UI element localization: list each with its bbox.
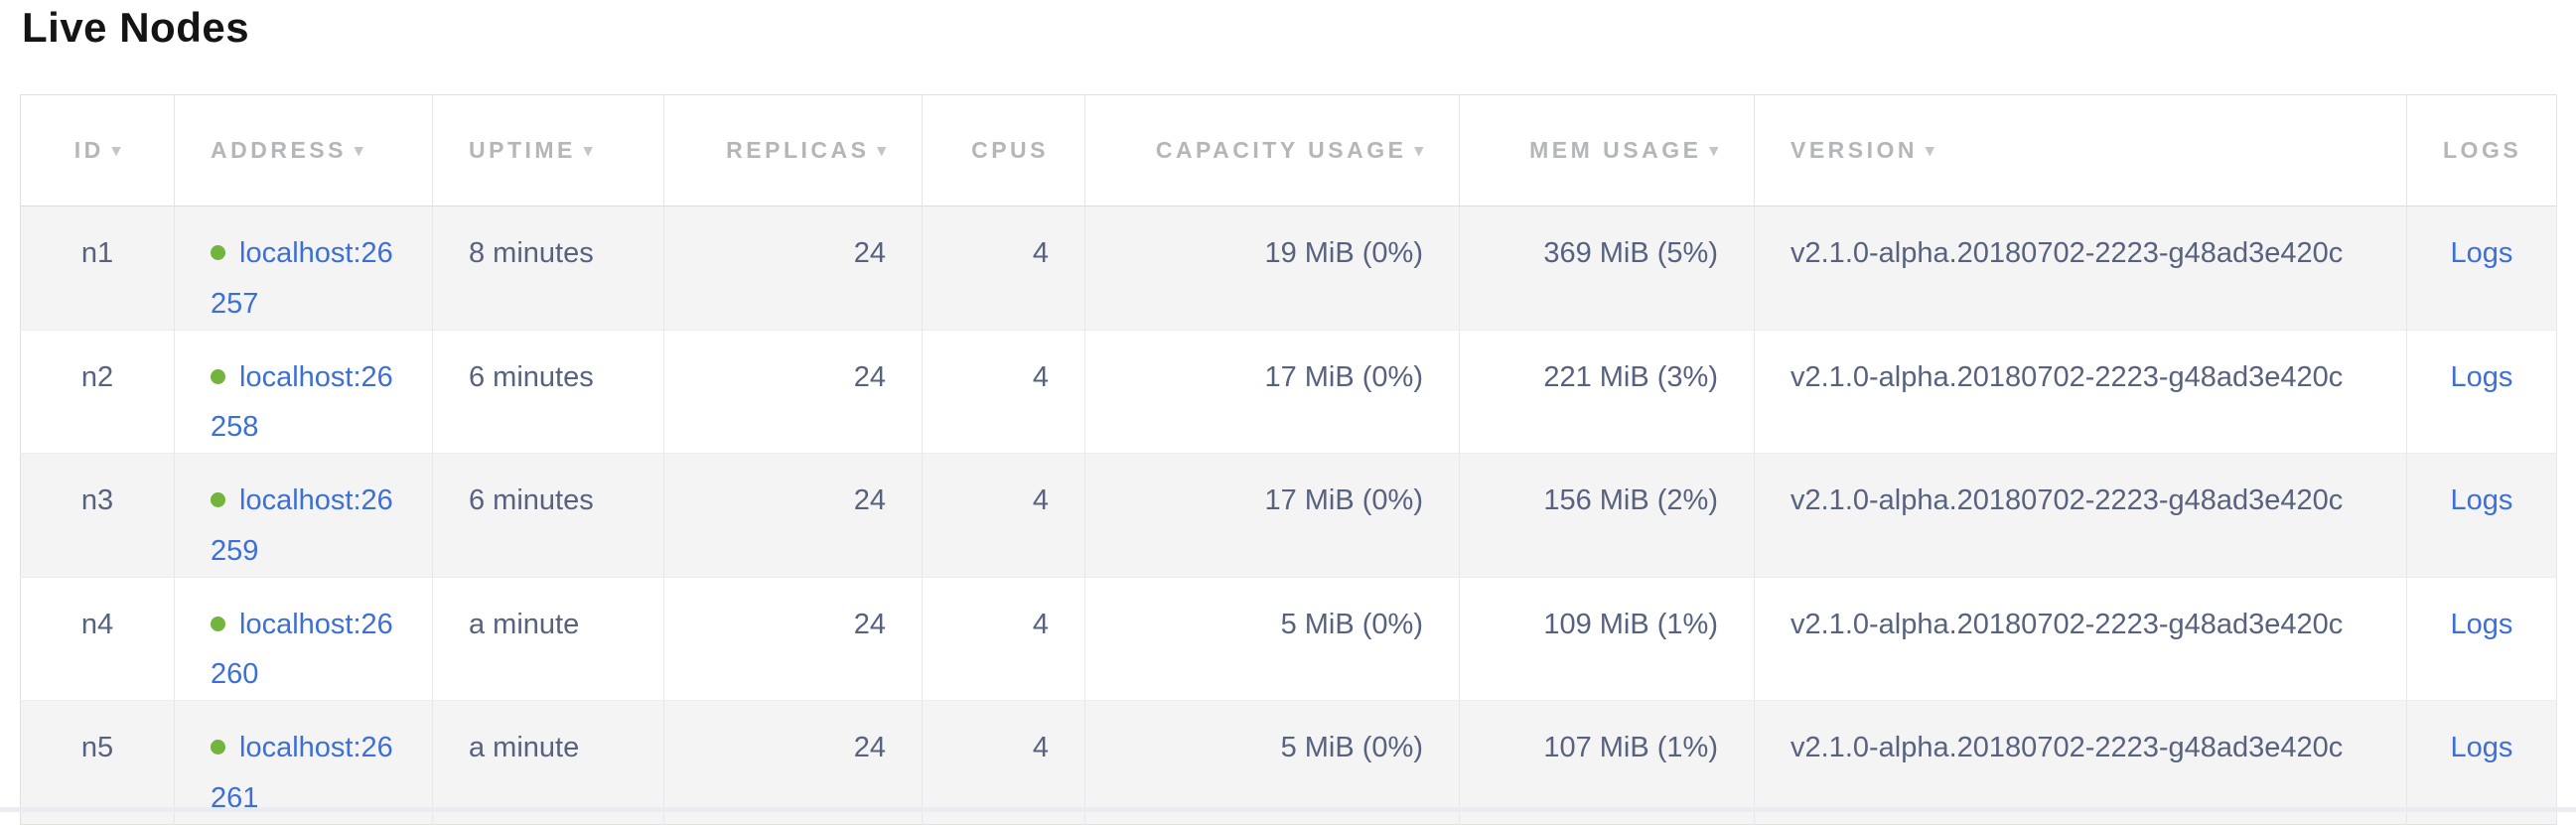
node-version-cell: v2.1.0-alpha.20180702-2223-g48ad3e420c — [1754, 576, 2407, 701]
node-address-link[interactable]: localhost:26258 — [211, 360, 393, 444]
node-capacity-usage-cell: 17 MiB (0%) — [1084, 329, 1460, 454]
sort-arrow-icon: ▾ — [111, 141, 121, 160]
node-uptime-cell: a minute — [432, 700, 664, 824]
healthy-status-icon — [211, 740, 225, 755]
node-replicas-cell: 24 — [663, 576, 923, 701]
node-logs-cell: Logs — [2406, 576, 2557, 701]
table-row-n5: n5 localhost:26261 a minute 24 4 5 MiB (… — [20, 700, 2557, 824]
healthy-status-icon — [211, 616, 225, 631]
healthy-status-icon — [211, 492, 225, 507]
node-logs-cell: Logs — [2406, 206, 2557, 330]
table-header-row: ID ▾ ADDRESS ▾ UPTIME ▾ REPLICAS ▾ CPUS CAPA… — [20, 94, 2557, 206]
node-uptime-cell: 6 minutes — [432, 329, 664, 454]
node-logs-link[interactable]: Logs — [2450, 484, 2513, 516]
sort-arrow-icon: ▾ — [1709, 141, 1718, 160]
node-replicas-cell: 24 — [663, 453, 923, 577]
node-logs-link[interactable]: Logs — [2450, 360, 2513, 393]
node-mem-usage-cell: 369 MiB (5%) — [1459, 206, 1755, 330]
node-capacity-usage-cell: 5 MiB (0%) — [1084, 700, 1460, 824]
table-row-n3: n3 localhost:26259 6 minutes 24 4 17 MiB… — [20, 453, 2557, 577]
live-nodes-table: ID ▾ ADDRESS ▾ UPTIME ▾ REPLICAS ▾ CPUS CAPA… — [20, 94, 2557, 825]
node-mem-usage-cell: 221 MiB (3%) — [1459, 329, 1755, 454]
sort-arrow-icon: ▾ — [1926, 141, 1934, 160]
column-header-version[interactable]: VERSION ▾ — [1754, 94, 2407, 206]
column-header-logs: LOGS — [2406, 94, 2557, 206]
table-row-n2: n2 localhost:26258 6 minutes 24 4 17 MiB… — [20, 329, 2557, 454]
node-capacity-usage-cell: 17 MiB (0%) — [1084, 453, 1460, 577]
node-id-cell: n4 — [20, 576, 175, 701]
node-version-cell: v2.1.0-alpha.20180702-2223-g48ad3e420c — [1754, 453, 2407, 577]
node-address-link[interactable]: localhost:26257 — [211, 237, 393, 320]
node-address-cell: localhost:26259 — [174, 453, 433, 577]
node-id-cell: n1 — [20, 206, 175, 330]
table-row-n1: n1 localhost:26257 8 minutes 24 4 19 MiB… — [20, 206, 2557, 330]
node-cpus-cell: 4 — [922, 329, 1085, 454]
node-address-cell: localhost:26261 — [174, 700, 433, 824]
sort-arrow-icon: ▾ — [583, 141, 593, 160]
node-cpus-cell: 4 — [922, 453, 1085, 577]
node-logs-link[interactable]: Logs — [2450, 237, 2513, 269]
next-section-top-strip — [0, 807, 2576, 812]
node-uptime-cell: a minute — [432, 576, 664, 701]
column-header-mem-usage[interactable]: MEM USAGE ▾ — [1459, 94, 1755, 206]
healthy-status-icon — [211, 245, 225, 260]
node-address-link[interactable]: localhost:26259 — [211, 484, 393, 567]
node-replicas-cell: 24 — [663, 700, 923, 824]
column-header-capacity-usage[interactable]: CAPACITY USAGE ▾ — [1084, 94, 1460, 206]
node-replicas-cell: 24 — [663, 329, 923, 454]
node-id-cell: n5 — [20, 700, 175, 824]
sort-arrow-icon: ▾ — [354, 141, 363, 160]
healthy-status-icon — [211, 368, 225, 384]
node-version-cell: v2.1.0-alpha.20180702-2223-g48ad3e420c — [1754, 700, 2407, 824]
column-header-address[interactable]: ADDRESS ▾ — [174, 94, 433, 206]
node-logs-cell: Logs — [2406, 700, 2557, 824]
node-mem-usage-cell: 156 MiB (2%) — [1459, 453, 1755, 577]
node-logs-link[interactable]: Logs — [2450, 732, 2513, 763]
node-uptime-cell: 6 minutes — [432, 453, 664, 577]
column-header-uptime[interactable]: UPTIME ▾ — [432, 94, 664, 206]
node-address-cell: localhost:26260 — [174, 576, 433, 701]
column-header-replicas[interactable]: REPLICAS ▾ — [663, 94, 923, 206]
node-replicas-cell: 24 — [663, 206, 923, 330]
column-header-id[interactable]: ID ▾ — [20, 94, 175, 206]
node-address-link[interactable]: localhost:26261 — [211, 732, 393, 814]
column-header-cpus: CPUS — [922, 94, 1085, 206]
node-uptime-cell: 8 minutes — [432, 206, 664, 330]
node-id-cell: n2 — [20, 329, 175, 454]
node-address-cell: localhost:26258 — [174, 329, 433, 454]
table-header: ID ▾ ADDRESS ▾ UPTIME ▾ REPLICAS ▾ CPUS CAPA… — [20, 94, 2557, 206]
node-capacity-usage-cell: 5 MiB (0%) — [1084, 576, 1460, 701]
table-row-n4: n4 localhost:26260 a minute 24 4 5 MiB (… — [20, 576, 2557, 701]
node-version-cell: v2.1.0-alpha.20180702-2223-g48ad3e420c — [1754, 206, 2407, 330]
sort-arrow-icon: ▾ — [877, 141, 886, 160]
node-capacity-usage-cell: 19 MiB (0%) — [1084, 206, 1460, 330]
node-address-cell: localhost:26257 — [174, 206, 433, 330]
page-title: Live Nodes — [22, 4, 250, 51]
sort-arrow-icon: ▾ — [1414, 141, 1423, 160]
node-logs-cell: Logs — [2406, 453, 2557, 577]
node-id-cell: n3 — [20, 453, 175, 577]
node-mem-usage-cell: 107 MiB (1%) — [1459, 700, 1755, 824]
node-cpus-cell: 4 — [922, 576, 1085, 701]
node-cpus-cell: 4 — [922, 700, 1085, 824]
node-address-link[interactable]: localhost:26260 — [211, 608, 393, 691]
node-logs-cell: Logs — [2406, 329, 2557, 454]
node-version-cell: v2.1.0-alpha.20180702-2223-g48ad3e420c — [1754, 329, 2407, 454]
node-cpus-cell: 4 — [922, 206, 1085, 330]
node-logs-link[interactable]: Logs — [2450, 608, 2513, 640]
table-body: n1 localhost:26257 8 minutes 24 4 19 MiB… — [20, 206, 2557, 824]
node-mem-usage-cell: 109 MiB (1%) — [1459, 576, 1755, 701]
